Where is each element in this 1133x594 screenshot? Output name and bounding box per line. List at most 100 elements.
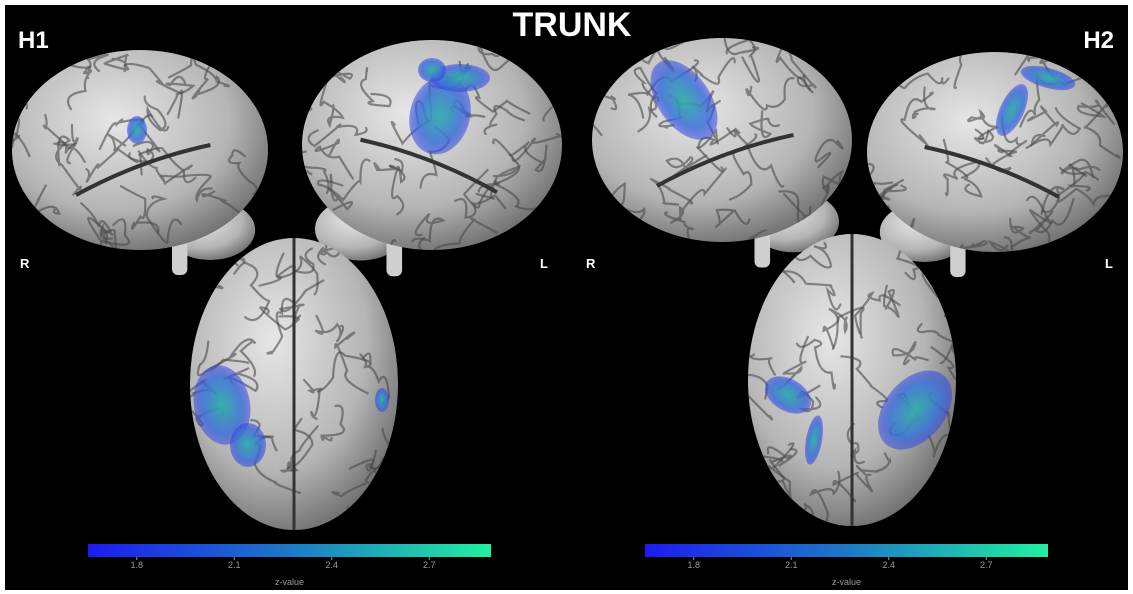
sulcus bbox=[840, 355, 889, 409]
sulcus bbox=[1025, 107, 1082, 150]
sulcus bbox=[98, 118, 161, 153]
activation bbox=[995, 84, 1029, 136]
sulcus bbox=[316, 158, 371, 202]
colorbar-tick-label: 1.8 bbox=[130, 560, 143, 570]
colorbar bbox=[645, 544, 1048, 557]
sulcus bbox=[748, 110, 780, 139]
activation bbox=[193, 365, 251, 445]
sulcus bbox=[201, 190, 247, 218]
colorbar-tick-label: 2.4 bbox=[882, 560, 895, 570]
sulcus bbox=[691, 57, 736, 85]
activation bbox=[805, 415, 823, 465]
sulcus bbox=[511, 132, 562, 163]
sulcus bbox=[103, 53, 130, 73]
sylvian-fissure bbox=[360, 137, 498, 194]
sulcus bbox=[707, 38, 760, 56]
brain bbox=[12, 50, 268, 250]
sylvian-fissure bbox=[75, 143, 211, 197]
sulcus bbox=[1060, 158, 1101, 179]
sulcus bbox=[1039, 52, 1091, 86]
sulcus bbox=[191, 52, 221, 100]
colorbar-label: z-value bbox=[832, 577, 861, 587]
sulcus bbox=[30, 184, 61, 218]
sulcus bbox=[319, 75, 345, 129]
sulcus bbox=[954, 239, 988, 252]
sulcus bbox=[85, 148, 139, 183]
sulcus bbox=[316, 351, 372, 393]
sulcus bbox=[418, 217, 498, 250]
sulcus bbox=[359, 66, 392, 108]
activation bbox=[1020, 65, 1076, 91]
sulcus bbox=[266, 297, 295, 355]
sulcus bbox=[633, 66, 659, 112]
activation bbox=[878, 370, 952, 450]
sulcus bbox=[303, 378, 323, 420]
sulcus bbox=[832, 471, 874, 503]
sulcus bbox=[769, 38, 817, 91]
sulcus bbox=[821, 170, 845, 195]
sulcus bbox=[314, 138, 354, 180]
sulcus bbox=[649, 177, 694, 206]
sulcus bbox=[483, 104, 525, 136]
sulcus bbox=[128, 140, 155, 164]
sulcus bbox=[911, 86, 936, 119]
sulcus bbox=[317, 240, 343, 266]
sulcus bbox=[278, 279, 325, 321]
sulcus bbox=[891, 340, 929, 366]
colorbar-label: z-value bbox=[275, 577, 304, 587]
sulcus bbox=[714, 208, 751, 229]
sulcus bbox=[728, 133, 758, 201]
sulcus bbox=[227, 149, 259, 196]
side-label: R bbox=[586, 256, 596, 271]
sulcus bbox=[697, 127, 741, 173]
activation bbox=[650, 60, 718, 140]
sulcus bbox=[745, 77, 795, 111]
sulcus bbox=[55, 135, 83, 196]
sulcus bbox=[814, 138, 844, 169]
sulcus bbox=[973, 128, 994, 145]
sulcus bbox=[145, 195, 183, 244]
sulcus bbox=[855, 452, 892, 476]
title: TRUNK bbox=[513, 6, 632, 44]
sulcus bbox=[822, 306, 865, 349]
sulcus bbox=[809, 470, 841, 526]
sulcus bbox=[953, 52, 993, 90]
sulcus bbox=[42, 114, 79, 150]
sulcus bbox=[665, 154, 708, 182]
sulcus bbox=[930, 340, 956, 384]
sylvian-fissure bbox=[656, 132, 794, 188]
side-label: R bbox=[20, 256, 30, 271]
sulcus bbox=[780, 270, 842, 311]
sulcus bbox=[942, 138, 983, 198]
sulcus bbox=[1076, 99, 1115, 125]
sulcus bbox=[942, 160, 981, 197]
sulcus bbox=[12, 81, 29, 110]
sulcus bbox=[123, 62, 184, 119]
side-label: L bbox=[540, 256, 548, 271]
sulcus bbox=[853, 290, 901, 335]
sulcus bbox=[87, 216, 130, 246]
sulcus bbox=[307, 123, 368, 148]
colorbar-tick-label: 2.1 bbox=[228, 560, 241, 570]
sulcus bbox=[670, 167, 727, 224]
activation bbox=[127, 116, 147, 144]
sulcus bbox=[967, 108, 999, 140]
sulcus bbox=[663, 211, 698, 242]
sulcus bbox=[1028, 197, 1075, 235]
colorbar-tick-label: 2.7 bbox=[423, 560, 436, 570]
sulcus bbox=[1026, 105, 1059, 148]
side-label: L bbox=[1105, 256, 1113, 271]
sulcus bbox=[895, 234, 919, 281]
sulcus bbox=[314, 314, 345, 343]
sulcus bbox=[508, 141, 548, 173]
brain bbox=[867, 52, 1123, 252]
sulcus bbox=[775, 38, 814, 94]
sulcus bbox=[137, 150, 193, 186]
sulcus bbox=[790, 241, 833, 269]
activation bbox=[230, 423, 266, 467]
sulcus bbox=[454, 194, 507, 219]
activation bbox=[418, 58, 446, 82]
colorbar-tick-label: 2.1 bbox=[785, 560, 798, 570]
sulcus bbox=[1042, 187, 1120, 214]
